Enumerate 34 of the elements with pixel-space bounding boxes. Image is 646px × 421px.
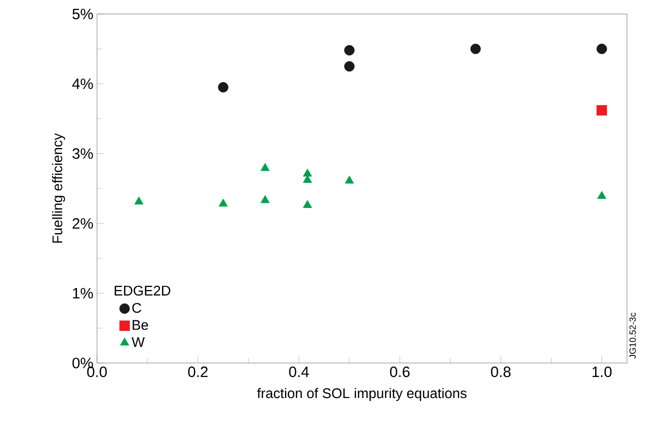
x-tick-label: 0.8 [491, 366, 511, 378]
point [344, 176, 354, 184]
y-tick-label: 4% [72, 78, 93, 90]
x-tick-label: 0.6 [390, 366, 410, 378]
point [596, 105, 607, 116]
point [218, 198, 228, 207]
legend-label: W [132, 337, 145, 347]
point [344, 45, 355, 56]
point [134, 196, 144, 204]
y-tick-label: 0% [72, 358, 93, 368]
x-tick-label: 0.4 [289, 366, 309, 378]
legend-label: C [132, 302, 142, 313]
x-axis-title: fraction of SOL impurity equations [257, 388, 467, 401]
point [302, 168, 312, 177]
y-axis-title: Fuelling efficiency [52, 133, 66, 243]
x-tick-label: 0.2 [188, 366, 208, 378]
point [597, 190, 606, 199]
point [260, 195, 270, 204]
point [302, 200, 312, 208]
x-tick-label: 0.0 [87, 366, 107, 378]
legend-title: EDGE2D [114, 286, 170, 296]
y-tick-label: 5% [72, 8, 93, 20]
point [260, 163, 270, 171]
point [218, 82, 228, 92]
x-tick-label: 1.0 [592, 366, 612, 378]
y-tick-label: 2% [72, 218, 93, 229]
legend-label: Be [132, 320, 148, 330]
text: JG10.52-3c [629, 312, 636, 359]
point [344, 61, 355, 72]
point [302, 174, 312, 183]
y-tick-label: 1% [73, 288, 93, 298]
y-tick-label: 3% [72, 148, 93, 159]
point [596, 44, 607, 54]
point [470, 44, 481, 54]
